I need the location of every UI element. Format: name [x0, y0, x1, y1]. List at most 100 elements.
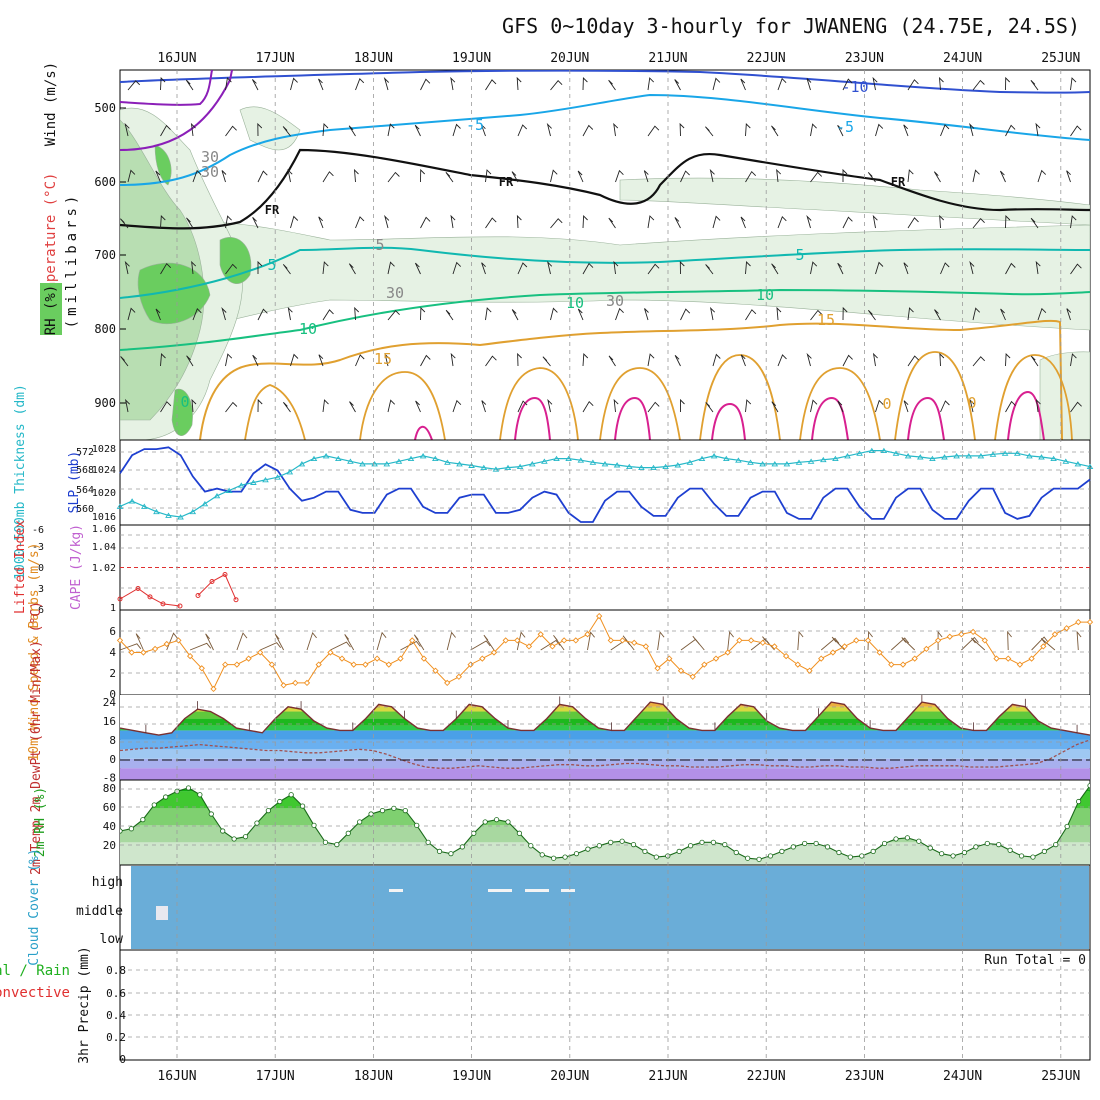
thickness-point — [528, 461, 536, 467]
rh2m-point — [722, 841, 728, 848]
wind-barb — [938, 76, 944, 91]
rh2m-point — [197, 792, 203, 798]
rh2m-panel: 80 60 40 20 2m RH (%) — [33, 779, 1091, 866]
wind-barb — [582, 352, 589, 367]
wind-barb — [516, 214, 522, 229]
wind-barb — [615, 307, 624, 321]
dewpoint-line — [120, 739, 1090, 769]
wind-barb — [615, 169, 624, 183]
wind-speed-point — [596, 612, 603, 620]
wind-speed-point — [724, 649, 731, 656]
thickness-point — [492, 466, 500, 472]
thickness-point — [165, 512, 172, 518]
thickness-point — [1001, 450, 1009, 456]
wind-barb — [257, 398, 263, 413]
wind-speed-point — [163, 640, 170, 648]
thickness-point — [153, 508, 160, 515]
wind-speed-point — [818, 655, 825, 662]
wind-barb-10m — [692, 635, 705, 651]
wind-barb — [680, 398, 685, 412]
wind-barb — [907, 307, 914, 321]
thickness-point — [407, 455, 415, 462]
rh2m-point — [870, 848, 876, 855]
wind-barb — [318, 216, 324, 229]
wind-barb — [354, 306, 360, 321]
wind-speed-point — [888, 661, 895, 668]
wind-barb — [450, 214, 456, 229]
thickness-point — [322, 453, 330, 459]
wind-barb — [387, 399, 396, 413]
wind-barb — [903, 400, 909, 413]
contour-label: 15 — [817, 311, 835, 329]
wind-tick: 4 — [109, 646, 116, 659]
rh2m-point — [128, 826, 135, 832]
wind-barb — [191, 398, 197, 413]
thickness-tick: 564 — [76, 485, 94, 496]
thickness-point — [856, 450, 863, 456]
thickness-point — [383, 461, 391, 467]
wind-barb-10m — [446, 631, 456, 651]
wind-barb — [257, 122, 263, 137]
wind-barb — [647, 125, 660, 137]
thickness-point — [456, 461, 463, 467]
rh2m-point — [1053, 841, 1059, 848]
wind-barb-10m — [1040, 638, 1056, 651]
rh2m-point — [573, 851, 580, 857]
date-label-bottom: 16JUN — [157, 1069, 196, 1084]
wind-barb — [608, 79, 616, 91]
wind-speed-point — [128, 649, 135, 656]
contour-label: 5 — [267, 256, 276, 274]
temp-band — [120, 768, 1090, 780]
temperature-contour — [199, 319, 1063, 440]
wind-barb-10m — [376, 631, 387, 651]
wind-barb — [969, 260, 975, 275]
wind-barb — [776, 168, 782, 183]
wind-barb — [674, 217, 681, 229]
wind-speed-point — [490, 649, 498, 656]
wind-barb — [1070, 215, 1077, 229]
wind-barb — [1066, 170, 1071, 183]
thickness-point — [250, 479, 257, 485]
pressure-label: 500 — [94, 101, 116, 115]
wind-barb — [705, 402, 714, 413]
cape-tick: 1.04 — [92, 542, 116, 553]
li-cape-panel: -6 -3 0 3 6 1.06 1.04 1.02 1 Lifted Index CAPE (… — [13, 520, 1091, 616]
wind-barbs — [120, 76, 1082, 413]
wind-barb — [225, 353, 233, 367]
rh2m-point — [790, 844, 796, 850]
temperature-contour — [907, 396, 945, 440]
wind-speed-point — [315, 661, 322, 668]
wind-speed-point — [1086, 618, 1094, 626]
wind-barb — [643, 170, 649, 183]
wind-barb-10m — [797, 630, 804, 651]
thickness-point — [577, 457, 585, 463]
li-tick: 0 — [38, 563, 44, 574]
thickness-point — [625, 463, 633, 470]
wind-barb — [745, 170, 757, 183]
wind-barb — [225, 263, 238, 275]
wind-barb — [252, 79, 259, 91]
wind-barb — [680, 170, 690, 183]
thickness-point — [722, 455, 730, 462]
li-point — [233, 597, 239, 603]
wind-barb — [221, 306, 227, 321]
wind-barb — [647, 263, 660, 275]
date-labels-bottom: 16JUN 17JUN 18JUN 19JUN 20JUN 21JUN 22JUN 23JUN… — [157, 1069, 1080, 1084]
wind-barb — [160, 352, 166, 367]
wind-barb — [383, 76, 390, 91]
wind-barb — [160, 76, 166, 91]
thickness-point — [771, 461, 779, 467]
wind-speed-point — [619, 637, 626, 644]
wind-barb — [420, 306, 426, 321]
date-label-top: 23JUN — [845, 51, 884, 66]
thickness-point — [1038, 454, 1045, 460]
wind-barb-10m — [135, 633, 144, 651]
wind-barb — [547, 260, 553, 275]
wind-barb — [868, 309, 876, 321]
thickness-point — [941, 454, 948, 460]
wind-speed-point — [397, 655, 404, 662]
wind-barb — [875, 261, 884, 275]
thickness-point — [589, 459, 597, 465]
